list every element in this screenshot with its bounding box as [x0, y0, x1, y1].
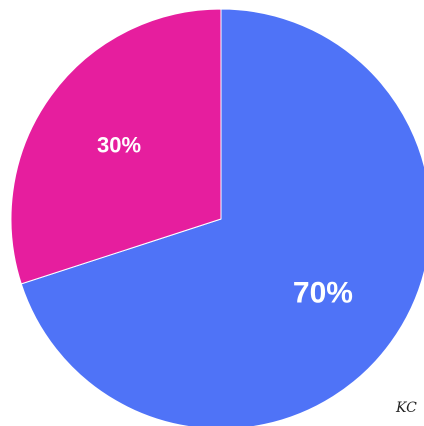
pie-slice-label-70: 70% [293, 277, 353, 310]
pie-slices [10, 8, 424, 426]
pie-slice-30 [10, 8, 222, 285]
signature-initials: KC [396, 400, 417, 416]
pie-slice-label-30: 30% [97, 132, 141, 157]
pie-slice-70 [20, 8, 424, 426]
pie-labels: 70% 30% [97, 132, 353, 309]
